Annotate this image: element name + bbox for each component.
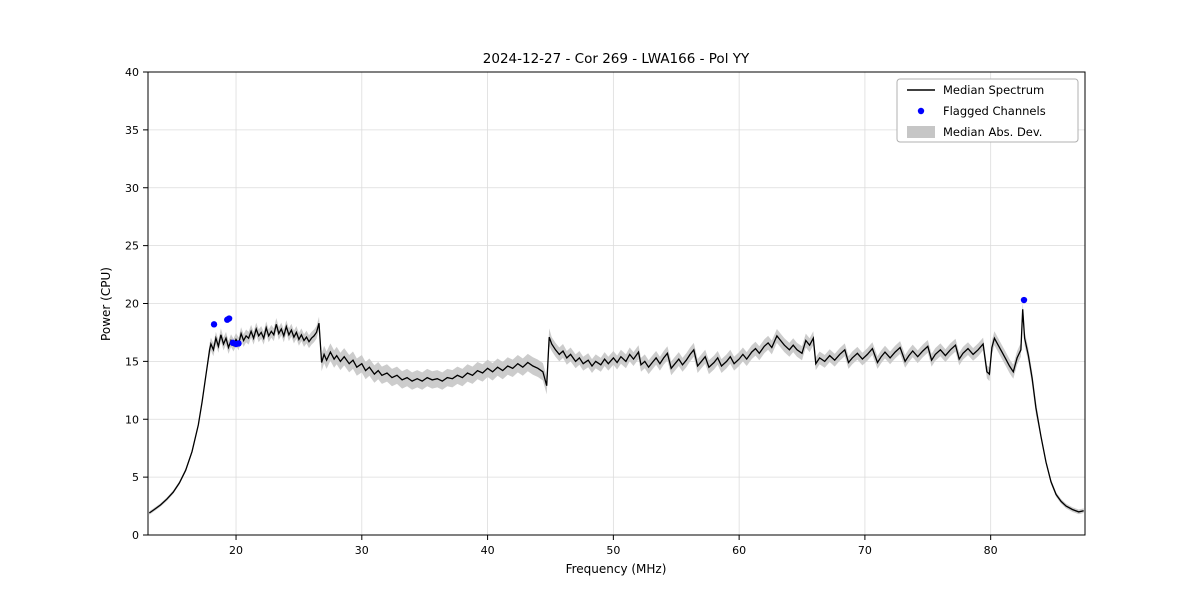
y-tick-label: 30 bbox=[125, 182, 139, 195]
plot-area: 20 30 40 50 60 70 80 0 5 10 15 20 25 30 35 40 Median Spe… bbox=[125, 66, 1086, 557]
y-axis-label: Power (CPU) bbox=[99, 267, 113, 341]
flagged-channels bbox=[210, 296, 1028, 348]
legend-band-sample bbox=[907, 126, 935, 138]
mad-band bbox=[149, 302, 1084, 515]
grid bbox=[148, 71, 1085, 536]
y-tick-label: 10 bbox=[125, 413, 139, 426]
flagged-channel-marker bbox=[1020, 296, 1028, 304]
y-tick-label: 35 bbox=[125, 124, 139, 137]
x-tick-label: 80 bbox=[984, 544, 998, 557]
legend-entry-label: Median Spectrum bbox=[943, 83, 1044, 97]
legend-box bbox=[896, 78, 1079, 143]
median-spectrum-line bbox=[148, 309, 1084, 514]
y-tick-label: 40 bbox=[125, 66, 139, 79]
x-tick-label: 30 bbox=[355, 544, 369, 557]
legend-marker-sample bbox=[917, 107, 925, 115]
legend-entry-label: Median Abs. Dev. bbox=[943, 125, 1042, 139]
y-tick-label: 25 bbox=[125, 240, 139, 253]
x-tick-label: 70 bbox=[858, 544, 872, 557]
legend: Median Spectrum Flagged Channels Median Ab… bbox=[896, 78, 1079, 143]
y-tick-label: 20 bbox=[125, 298, 139, 311]
legend-entry-label: Flagged Channels bbox=[943, 104, 1046, 118]
x-axis-label: Frequency (MHz) bbox=[566, 562, 667, 576]
y-tick-label: 5 bbox=[132, 471, 139, 484]
y-tick-label: 15 bbox=[125, 355, 139, 368]
x-tick-label: 40 bbox=[481, 544, 495, 557]
x-tick-label: 60 bbox=[732, 544, 746, 557]
y-tick-label: 0 bbox=[132, 529, 139, 542]
x-tick-label: 50 bbox=[606, 544, 620, 557]
chart-title: 2024-12-27 - Cor 269 - LWA166 - Pol YY bbox=[483, 51, 750, 67]
flagged-channel-marker bbox=[225, 315, 233, 322]
flagged-channel-marker bbox=[235, 340, 242, 347]
x-tick-label: 20 bbox=[229, 544, 243, 557]
flagged-channel-marker bbox=[210, 321, 218, 328]
